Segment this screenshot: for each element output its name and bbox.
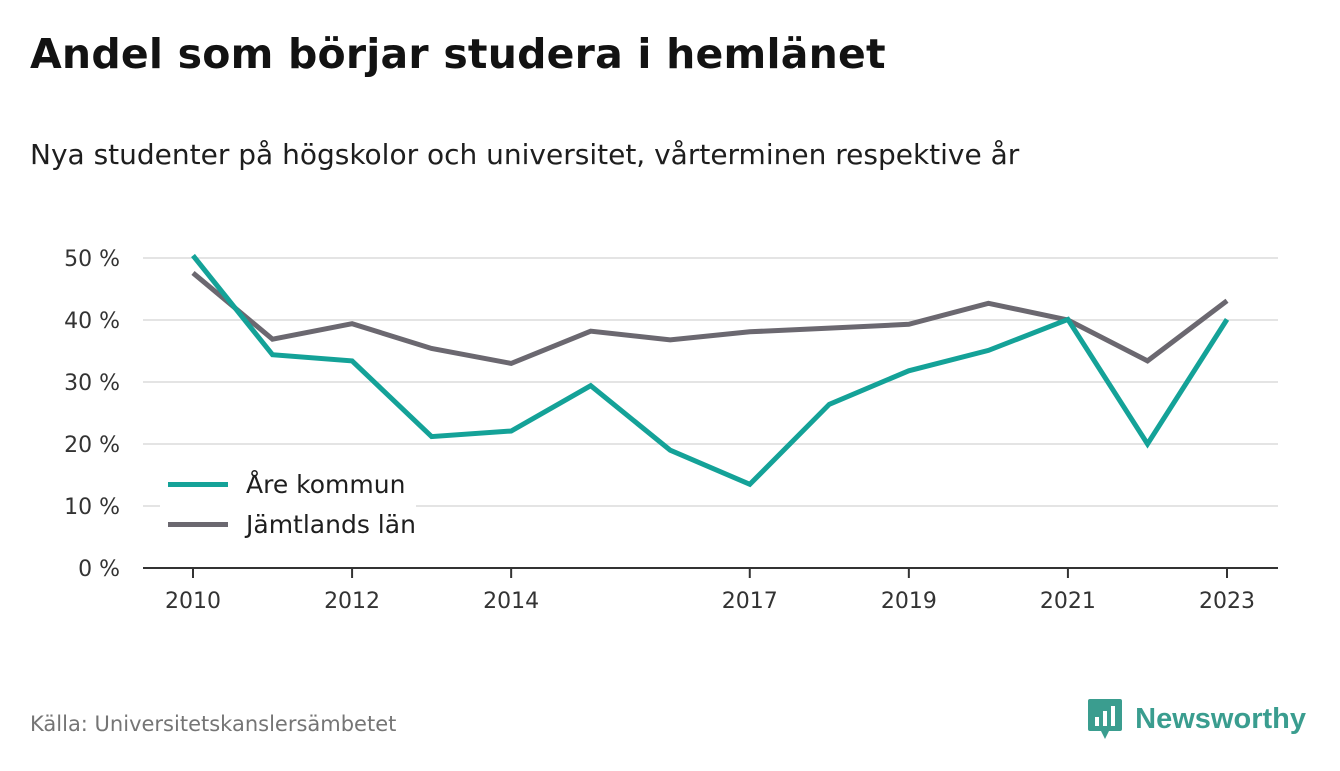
- x-tick-label: 2017: [722, 589, 778, 614]
- x-tick-label: 2014: [483, 589, 539, 614]
- x-axis-ticks: 2010 2012 2014 2017 2019 2021 2023: [165, 568, 1255, 614]
- legend-label-jamtlands-lan: Jämtlands län: [246, 509, 416, 539]
- legend-label-are-kommun: Åre kommun: [246, 469, 406, 499]
- y-tick-label: 0 %: [78, 557, 120, 582]
- newsworthy-icon: [1088, 699, 1123, 739]
- gridlines: [143, 257, 1278, 569]
- brand-logo[interactable]: Newsworthy: [1087, 697, 1306, 741]
- chart-title: Andel som börjar studera i hemlänet: [30, 30, 886, 78]
- y-tick-label: 50 %: [64, 247, 120, 272]
- legend-swatch-jamtlands-lan: [168, 521, 228, 527]
- x-tick-label: 2021: [1040, 589, 1096, 614]
- x-tick-label: 2012: [324, 589, 380, 614]
- series-lines: [191, 253, 1230, 488]
- y-axis-ticks: 0 % 10 % 20 % 30 % 40 % 50 %: [64, 247, 120, 582]
- legend-item-jamtlands-lan: Jämtlands län: [160, 504, 416, 544]
- legend-item-are-kommun: Åre kommun: [160, 464, 416, 504]
- series-line-are-kommun: [191, 253, 1230, 488]
- series-line-jamtlands-lan: [191, 270, 1229, 366]
- chart-subtitle: Nya studenter på högskolor och universit…: [30, 138, 1020, 171]
- y-tick-label: 40 %: [64, 309, 120, 334]
- source-note: Källa: Universitetskanslersämbetet: [30, 712, 397, 736]
- legend-swatch-are-kommun: [168, 481, 228, 487]
- y-tick-label: 30 %: [64, 371, 120, 396]
- legend: Åre kommun Jämtlands län: [160, 464, 416, 544]
- x-tick-label: 2023: [1199, 589, 1255, 614]
- brand-name: Newsworthy: [1135, 702, 1306, 735]
- x-tick-label: 2019: [881, 589, 937, 614]
- y-tick-label: 10 %: [64, 495, 120, 520]
- x-tick-label: 2010: [165, 589, 221, 614]
- y-tick-label: 20 %: [64, 433, 120, 458]
